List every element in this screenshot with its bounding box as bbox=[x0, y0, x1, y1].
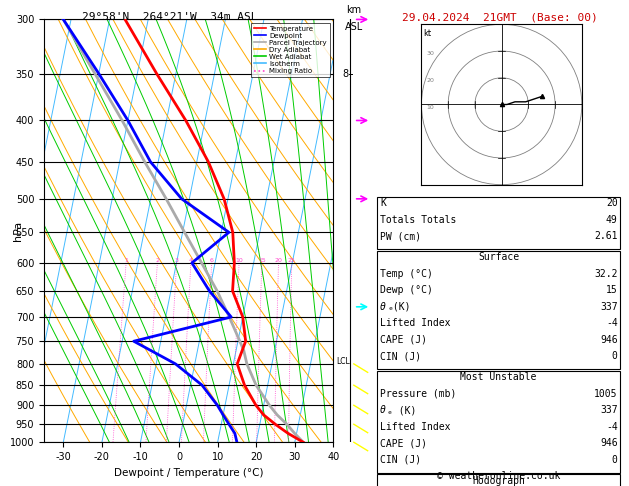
Text: PW (cm): PW (cm) bbox=[380, 231, 421, 242]
Text: θ: θ bbox=[380, 405, 386, 416]
Text: 29.04.2024  21GMT  (Base: 00): 29.04.2024 21GMT (Base: 00) bbox=[402, 12, 598, 22]
Text: 25: 25 bbox=[288, 258, 296, 263]
Text: 49: 49 bbox=[606, 215, 618, 225]
Text: 20: 20 bbox=[606, 198, 618, 208]
Text: Lifted Index: Lifted Index bbox=[380, 422, 450, 432]
Text: 337: 337 bbox=[600, 302, 618, 312]
Text: 32.2: 32.2 bbox=[594, 269, 618, 279]
Text: ₑ(K): ₑ(K) bbox=[387, 302, 411, 312]
Text: 0: 0 bbox=[612, 351, 618, 362]
Text: Lifted Index: Lifted Index bbox=[380, 318, 450, 329]
Text: ASL: ASL bbox=[345, 22, 363, 32]
Text: Most Unstable: Most Unstable bbox=[460, 372, 537, 382]
Text: 1005: 1005 bbox=[594, 389, 618, 399]
Text: Surface: Surface bbox=[478, 252, 519, 262]
Text: 946: 946 bbox=[600, 335, 618, 345]
Text: 20: 20 bbox=[427, 78, 435, 83]
Text: LCL: LCL bbox=[337, 357, 350, 366]
Text: kt: kt bbox=[423, 29, 431, 38]
Text: Totals Totals: Totals Totals bbox=[380, 215, 456, 225]
Text: © weatheronline.co.uk: © weatheronline.co.uk bbox=[437, 471, 560, 481]
X-axis label: Dewpoint / Temperature (°C): Dewpoint / Temperature (°C) bbox=[114, 468, 264, 478]
Text: -4: -4 bbox=[606, 422, 618, 432]
Text: 946: 946 bbox=[600, 438, 618, 449]
Text: CIN (J): CIN (J) bbox=[380, 455, 421, 465]
Text: Temp (°C): Temp (°C) bbox=[380, 269, 433, 279]
Text: hPa: hPa bbox=[13, 221, 23, 241]
Text: 0: 0 bbox=[612, 455, 618, 465]
Text: 337: 337 bbox=[600, 405, 618, 416]
Text: K: K bbox=[380, 198, 386, 208]
Text: Dewp (°C): Dewp (°C) bbox=[380, 285, 433, 295]
Text: 3: 3 bbox=[175, 258, 179, 263]
Legend: Temperature, Dewpoint, Parcel Trajectory, Dry Adiabat, Wet Adiabat, Isotherm, Mi: Temperature, Dewpoint, Parcel Trajectory… bbox=[251, 23, 330, 77]
Text: 15: 15 bbox=[258, 258, 265, 263]
Text: 6: 6 bbox=[209, 258, 214, 263]
Text: Pressure (mb): Pressure (mb) bbox=[380, 389, 456, 399]
Text: 8: 8 bbox=[343, 69, 348, 79]
Text: ₑ (K): ₑ (K) bbox=[387, 405, 417, 416]
Text: -4: -4 bbox=[606, 318, 618, 329]
Text: CIN (J): CIN (J) bbox=[380, 351, 421, 362]
Text: 2: 2 bbox=[155, 258, 159, 263]
Text: 30: 30 bbox=[427, 51, 435, 56]
Text: 4: 4 bbox=[189, 258, 193, 263]
Text: CAPE (J): CAPE (J) bbox=[380, 438, 427, 449]
Text: 2.61: 2.61 bbox=[594, 231, 618, 242]
Text: θ: θ bbox=[380, 302, 386, 312]
Text: 1: 1 bbox=[124, 258, 128, 263]
Text: 10: 10 bbox=[235, 258, 243, 263]
Text: Hodograph: Hodograph bbox=[472, 476, 525, 486]
Text: CAPE (J): CAPE (J) bbox=[380, 335, 427, 345]
Text: 29°58'N  264°21'W  34m ASL: 29°58'N 264°21'W 34m ASL bbox=[82, 12, 258, 22]
Text: 20: 20 bbox=[275, 258, 282, 263]
Text: 15: 15 bbox=[606, 285, 618, 295]
Text: km: km bbox=[346, 5, 362, 15]
Text: 10: 10 bbox=[427, 104, 435, 110]
